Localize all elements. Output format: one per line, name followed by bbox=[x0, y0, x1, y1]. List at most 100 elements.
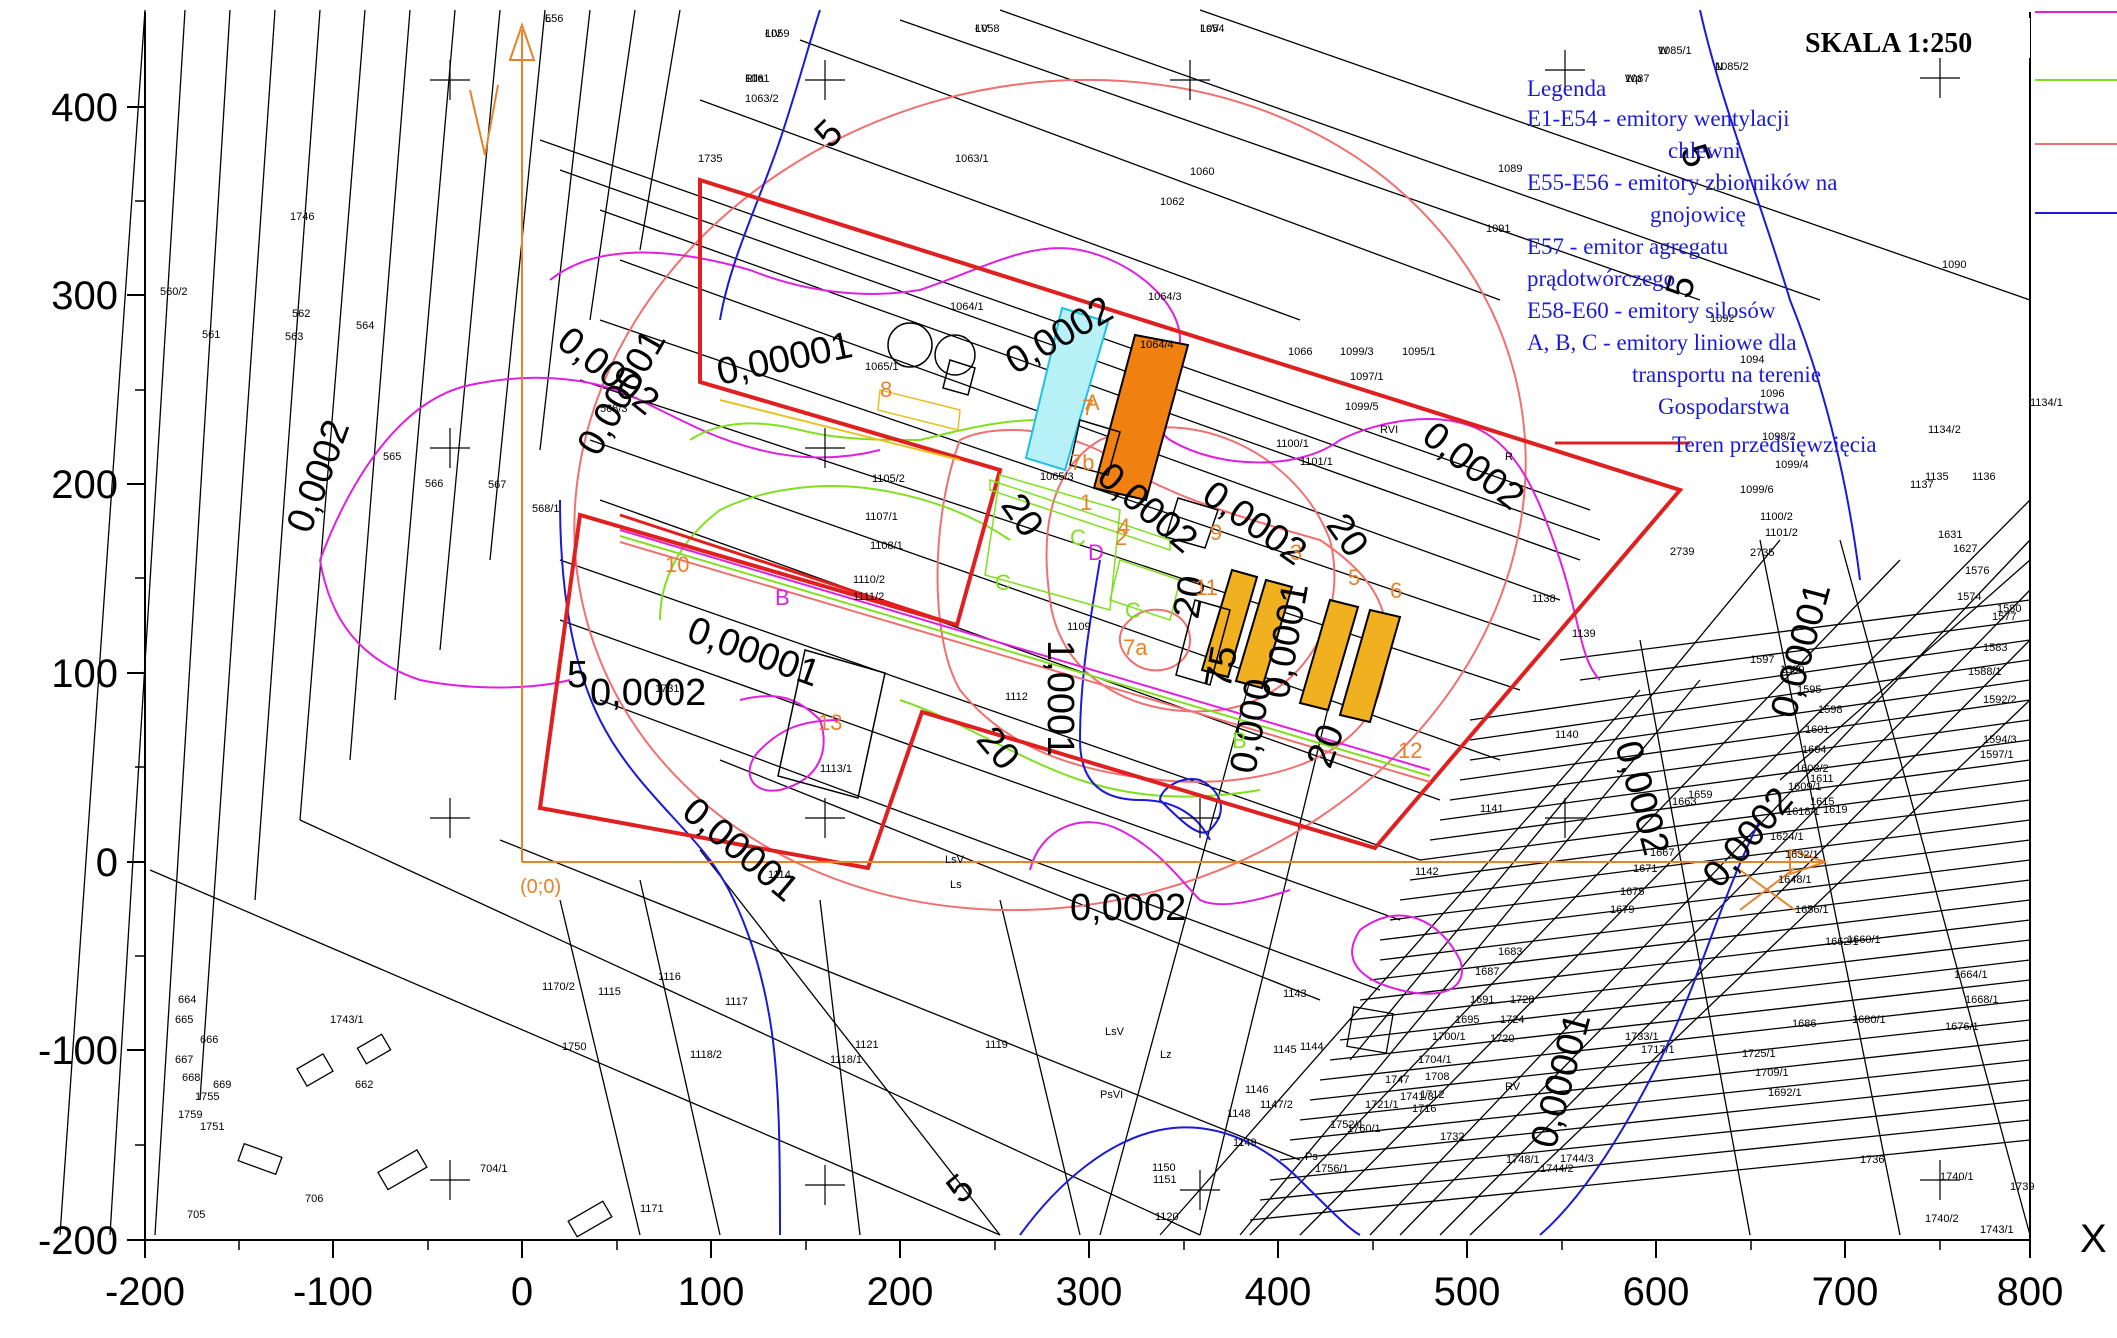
parcel-number: 1675 bbox=[1620, 886, 1644, 898]
contour-label: 0,0002 bbox=[279, 414, 358, 538]
parcel-number: 1063/1 bbox=[955, 153, 989, 165]
parcel-number: 1604 bbox=[1802, 744, 1826, 756]
isoline-magenta-4 bbox=[1029, 821, 1291, 906]
isoline-blue-6 bbox=[1539, 819, 1761, 1236]
parcel-number: 564 bbox=[356, 320, 374, 332]
y-tick-label: 100 bbox=[51, 652, 118, 696]
x-axis-name: X bbox=[2080, 1217, 2107, 1261]
parcel-number: 1736 bbox=[1860, 1154, 1884, 1166]
legend-line-3: E55-E56 - emitory zbiorników na bbox=[1527, 170, 1837, 195]
parcel-number: 1105/2 bbox=[872, 473, 905, 485]
parcel-number: 1691 bbox=[1470, 994, 1494, 1006]
parcel-number: 1588/1 bbox=[1968, 666, 2002, 678]
parcel-number: 1720 bbox=[1490, 1033, 1514, 1045]
parcel-number: 1668/1 bbox=[1965, 994, 1999, 1006]
parcel-number: 1741/3 bbox=[1400, 1091, 1434, 1103]
parcel-number: 1098/2 bbox=[1762, 431, 1796, 443]
parcel-number: 1061 bbox=[745, 73, 769, 85]
contour-label: 0,00001 bbox=[1763, 579, 1839, 723]
isoline-red-outer bbox=[573, 78, 1527, 912]
legend-line-8: A, B, C - emitory liniowe dla bbox=[1527, 330, 1797, 355]
parcel-number: 1709/1 bbox=[1755, 1067, 1789, 1079]
parcel-number: 1089 bbox=[1498, 163, 1522, 175]
coordinate-axis-overlay bbox=[469, 21, 1829, 911]
parcel-number: 1064/3 bbox=[1148, 291, 1182, 303]
parcel-number: 1656/1 bbox=[1795, 904, 1829, 916]
parcel-number: N bbox=[1715, 61, 1723, 73]
parcel-number: 562 bbox=[292, 308, 310, 320]
parcel-number: 665 bbox=[175, 1014, 193, 1026]
parcel-number: 1577 bbox=[1992, 611, 2016, 623]
isoline-blue-7 bbox=[1019, 1126, 1361, 1236]
parcel-number: 1066 bbox=[1288, 346, 1312, 358]
parcel-number: 1063/2 bbox=[745, 93, 779, 105]
parcel-number: 1135 bbox=[1925, 471, 1949, 483]
parcel-number: 1062 bbox=[1160, 196, 1184, 208]
parcel-number: 1096 bbox=[1760, 388, 1784, 400]
contour-label: 0,00001 bbox=[674, 790, 806, 910]
legend-line-4: gnojowicę bbox=[1650, 202, 1746, 227]
parcel-number: 1750 bbox=[562, 1041, 586, 1053]
parcel-number: 1117 bbox=[725, 996, 748, 1008]
y-axis-arrow bbox=[508, 21, 536, 61]
emitter-number: 12 bbox=[1398, 738, 1422, 763]
isoline-magenta-5 bbox=[1351, 914, 1463, 995]
emitter-number: 3 bbox=[1290, 540, 1302, 565]
parcel-number: PsVI bbox=[1100, 1089, 1123, 1101]
parcel-number: 1712 bbox=[1420, 1089, 1444, 1101]
parcel-number: 1663 bbox=[1672, 796, 1696, 808]
parcel-number: 1671 bbox=[1633, 863, 1657, 875]
parcel-number: 1740/1 bbox=[1940, 1171, 1974, 1183]
parcel-number: 1146 bbox=[1245, 1084, 1269, 1096]
site-boundary bbox=[537, 177, 1684, 871]
contour-label: 0,0002 bbox=[1070, 887, 1186, 929]
parcel-number: 1743/1 bbox=[330, 1014, 364, 1026]
parcel-number: 1101/1 bbox=[1300, 456, 1333, 468]
parcel-number: ŁV bbox=[975, 23, 989, 35]
legend-line-6: prądotwórczego bbox=[1527, 266, 1675, 291]
emitter-number: 9 bbox=[1210, 520, 1222, 545]
parcel-number: 1114 bbox=[768, 869, 791, 881]
x-tick-label: 100 bbox=[678, 1270, 745, 1314]
parcel-number: LsV bbox=[1200, 23, 1220, 35]
line-source-label: D bbox=[1088, 540, 1104, 565]
parcel-number: 1732 bbox=[1440, 1131, 1464, 1143]
parcel-number: 1744/2 bbox=[1540, 1163, 1574, 1175]
parcel-number: 1087 bbox=[1625, 73, 1649, 85]
legend-line-11: Teren przedsięwzięcia bbox=[1672, 432, 1877, 457]
parcel-number: 1597 bbox=[1750, 654, 1774, 666]
parcel-number: 1140 bbox=[1555, 729, 1579, 741]
parcel-number: 1592/2 bbox=[1983, 694, 2017, 706]
parcel-number: R bbox=[1505, 451, 1513, 463]
parcel-number: 1704/1 bbox=[1418, 1054, 1452, 1066]
parcel-number: 1118/1 bbox=[830, 1054, 862, 1066]
parcel-number: 1144 bbox=[1300, 1041, 1324, 1053]
parcel-number: 1170/2 bbox=[542, 981, 575, 993]
parcel-number: 1118/2 bbox=[690, 1049, 722, 1061]
x-axis-ticks: -200 -100 0 100 200 300 400 500 600 700 800 bbox=[105, 1240, 2063, 1314]
parcel-number: 1576 bbox=[1965, 565, 1989, 577]
parcel-number: 1708 bbox=[1425, 1071, 1449, 1083]
parcel-number: 1145 bbox=[1273, 1044, 1297, 1056]
parcel-number: 1100/2 bbox=[1760, 511, 1793, 523]
emitter-number: 7b bbox=[1070, 450, 1094, 475]
parcel-number: 556 bbox=[545, 13, 563, 25]
parcel-number: 1624/1 bbox=[1770, 831, 1804, 843]
east-symbol-stroke-2 bbox=[1739, 867, 1796, 911]
parcel-number: 1760/1 bbox=[1347, 1123, 1381, 1135]
parcel-number: 1692/1 bbox=[1768, 1087, 1802, 1099]
parcel-number: 1700/1 bbox=[1432, 1031, 1466, 1043]
line-source-label: C bbox=[995, 570, 1011, 595]
isoline-blue-2 bbox=[559, 499, 781, 1236]
x-tick-label: -100 bbox=[293, 1270, 373, 1314]
isoline-blue-5 bbox=[1699, 9, 1861, 581]
parcel-number: 1580 bbox=[1997, 603, 2021, 615]
x-tick-label: 800 bbox=[1997, 1270, 2064, 1314]
parcel-number: 1759 bbox=[178, 1109, 202, 1121]
parcel-number: 1065/1 bbox=[865, 361, 899, 373]
parcel-number: 1751 bbox=[200, 1121, 224, 1133]
parcel-number: 662 bbox=[355, 1079, 373, 1091]
legend-line-5: E57 - emitor agregatu bbox=[1527, 234, 1729, 259]
